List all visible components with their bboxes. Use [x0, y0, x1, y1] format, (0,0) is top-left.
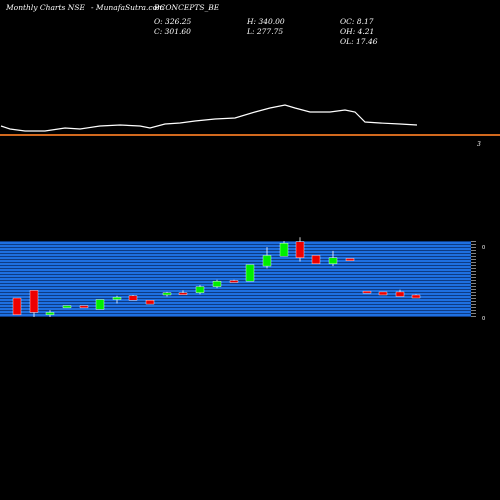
price-line — [0, 104, 418, 132]
candle-down — [79, 305, 89, 309]
candle-down — [395, 291, 405, 297]
right-axis-label-bottom: 0 — [482, 316, 485, 322]
candle-up — [45, 312, 55, 315]
candle-down — [145, 300, 155, 305]
candle-up — [95, 299, 105, 310]
candle-down — [178, 292, 188, 295]
high-value: H: 340.00 — [247, 17, 285, 26]
candle-down — [378, 291, 388, 296]
price-right-label: 3 — [477, 141, 481, 148]
candle-up — [112, 297, 122, 300]
candle-up — [162, 292, 172, 296]
candle-up — [212, 281, 222, 287]
candle-up — [279, 243, 289, 257]
right-axis-ticks — [471, 241, 476, 317]
candle-down — [229, 280, 239, 283]
candle-down — [295, 241, 305, 258]
brand-label: Monthly Charts NSE — [6, 3, 85, 12]
candles-group — [12, 237, 421, 317]
open-value: O: 326.25 — [154, 17, 192, 26]
candle-up — [328, 257, 338, 265]
candle-down — [311, 255, 321, 265]
candle-up — [262, 255, 272, 267]
candle-up — [195, 286, 205, 293]
candle-up — [62, 305, 72, 309]
ol-value: OL: 17.46 — [340, 37, 378, 46]
candle-up — [245, 264, 255, 282]
candle-down — [345, 258, 355, 261]
candle-down — [12, 297, 22, 315]
oh-value: OH: 4.21 — [340, 27, 375, 36]
candle-down — [29, 290, 39, 313]
low-value: L: 277.75 — [247, 27, 284, 36]
close-value: C: 301.60 — [154, 27, 191, 36]
volume-panel-gridlines — [0, 241, 471, 317]
site-label: - MunafaSutra.com — [91, 3, 165, 12]
candle-down — [362, 290, 372, 294]
volume-panel — [0, 241, 476, 317]
candle-down — [411, 294, 421, 299]
candle-down — [128, 295, 138, 301]
right-axis-label-top: 0 — [482, 245, 485, 251]
oc-value: OC: 8.17 — [340, 17, 374, 26]
symbol-label: BCONCEPTS_BE — [154, 3, 220, 12]
